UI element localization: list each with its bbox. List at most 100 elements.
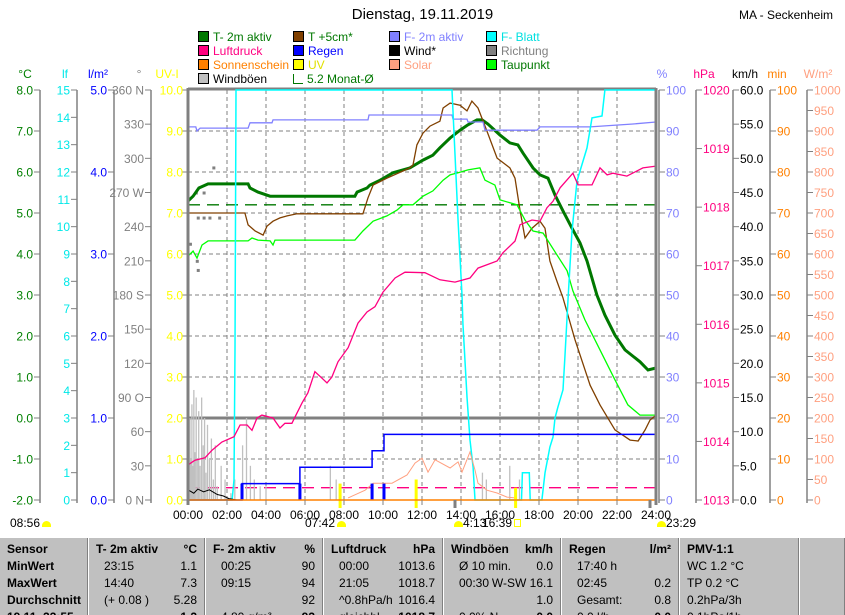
- axis-tick-label: 0.0: [90, 494, 107, 508]
- axis-tick-label: 6: [63, 330, 70, 344]
- axis-tick-label: 300: [124, 152, 144, 166]
- axis-tick-label: 7.0: [166, 207, 183, 221]
- axis-title-rain: l/m²: [88, 67, 108, 81]
- x-tick-label: 14:00: [446, 508, 476, 522]
- axis-tick-label: 4.0: [90, 166, 107, 180]
- axis-tick-label: 15.0: [740, 391, 764, 405]
- legend-swatch-icon: [389, 31, 400, 42]
- axis-tick-label: 20: [777, 412, 791, 426]
- axis-tick-label: 7: [63, 302, 70, 316]
- table-cell: MaxWert: [7, 576, 57, 590]
- axis-tick-label: 5.0: [740, 459, 757, 473]
- sun-moon-time: 16:39: [482, 516, 513, 530]
- legend-label: Regen: [308, 44, 344, 58]
- axis-tick-label: 1013: [703, 494, 730, 508]
- axis-tick-label: 270 W: [109, 186, 144, 200]
- table-cell: °C: [183, 542, 197, 556]
- axis-tick-label: 100: [777, 84, 797, 98]
- table-cell: 1.1: [180, 559, 197, 573]
- axis-title-lf: lf: [62, 67, 69, 81]
- axis-tick-label: 20: [666, 412, 680, 426]
- table-cell: Luftdruck: [331, 542, 387, 556]
- x-tick-label: 24:00: [641, 508, 671, 522]
- legend-swatch-icon: [198, 59, 209, 70]
- sun-moon-time: 07:42: [305, 516, 336, 530]
- table-cell: 0.0: [654, 609, 671, 615]
- table-cell: 0.0% N: [459, 609, 498, 615]
- rain-rate-bar: [382, 483, 386, 500]
- legend-label: Richtung: [501, 44, 549, 58]
- x-tick-label: 20:00: [563, 508, 593, 522]
- series-luftdruck: [187, 165, 657, 466]
- axis-tick-label: 6.0: [166, 248, 183, 262]
- table-cell: 7.3: [180, 576, 197, 590]
- axis-tick-label: -2.0: [12, 494, 33, 508]
- legend-item: Regen: [293, 44, 343, 58]
- axis-tick-label: 100: [814, 453, 834, 467]
- axis-tick-label: 1016: [703, 318, 730, 332]
- axis-tick-label: 4: [63, 384, 70, 398]
- table-column: Luftdruck hPa 00:00 1013.6 21:05 1018.7 ^0.8hP…: [323, 538, 444, 615]
- series-f-2m-aktiv: [188, 114, 657, 133]
- axis-tick-label: 240: [124, 220, 144, 234]
- x-tick-label: 06:00: [290, 508, 320, 522]
- table-cell: 1.0: [536, 593, 553, 607]
- table-cell: W-SW 16.1: [491, 576, 553, 590]
- axis-title-wm2: W/m²: [804, 67, 833, 81]
- axis-tick-label: 3.0: [16, 289, 33, 303]
- axis-tick-label: 40.0: [740, 220, 764, 234]
- axis-tick-label: 10.0: [160, 84, 184, 98]
- axis-tick-label: 450: [814, 309, 834, 323]
- axis-tick-label: 950: [814, 104, 834, 118]
- table-cell: 94: [301, 576, 315, 590]
- table-cell: 00:30: [459, 576, 490, 590]
- legend-swatch-icon: [198, 31, 209, 42]
- legend: T- 2m aktiv T +5cm* F- 2m aktiv F- Blatt Luf…: [198, 30, 598, 88]
- legend-item: Luftdruck: [198, 44, 262, 58]
- rain-rate-bar: [298, 483, 302, 500]
- legend-swatch-icon: [198, 45, 209, 56]
- table-cell: 02:45: [577, 576, 608, 590]
- axis-tick-label: 1.0: [16, 371, 33, 385]
- x-tick-label: 00:00: [173, 508, 203, 522]
- table-cell: 14:40: [104, 576, 135, 590]
- axis-tick-label: 12: [57, 166, 71, 180]
- axis-tick-label: 50: [777, 289, 791, 303]
- axis-tick-label: 60: [777, 248, 791, 262]
- axis-tick-label: 50.0: [740, 152, 764, 166]
- legend-item: F- 2m aktiv: [389, 30, 463, 44]
- table-column: F- 2m aktiv% 00:25 90 09:15 94 92 4.80 g/m³ 93: [205, 538, 324, 615]
- table-cell: 0.8: [654, 593, 671, 607]
- sun-moon-time: 08:56: [10, 516, 41, 530]
- moon-icon: [657, 521, 666, 527]
- axis-tick-label: 1020: [703, 84, 730, 98]
- table-cell: 23:15: [104, 559, 135, 573]
- axis-tick-label: 3.0: [166, 371, 183, 385]
- table-cell: %: [304, 542, 315, 556]
- table-cell: 0.0 l/h: [577, 609, 610, 615]
- legend-swatch-icon: [486, 45, 497, 56]
- axis-tick-label: 1019: [703, 142, 730, 156]
- table-column: PMV-1:1 WC 1.2 °C TP 0.2 °C 0.2hPa/3h 0.1hPa…: [679, 538, 800, 615]
- table-cell: l/m²: [649, 542, 671, 556]
- table-column-empty: [799, 538, 845, 615]
- axis-tick-label: 30: [131, 459, 145, 473]
- uv-mark: [414, 479, 418, 508]
- axis-tick-label: 8.0: [166, 166, 183, 180]
- table-cell: 0.0: [536, 609, 553, 615]
- table-cell: WC 1.2 °C: [687, 559, 744, 573]
- axis-tick-label: 20.0: [740, 357, 764, 371]
- axis-tick-label: 600: [814, 248, 834, 262]
- sun-moon-moonset: 08:56: [10, 516, 52, 530]
- table-cell: T- 2m aktiv: [96, 542, 159, 556]
- axis-tick-label: 2: [63, 439, 70, 453]
- series-solar: [347, 450, 516, 499]
- axis-tick-label: 9.0: [166, 125, 183, 139]
- x-tick-label: 08:00: [329, 508, 359, 522]
- axis-tick-label: 1000: [814, 84, 841, 98]
- table-cell: gleichbl.: [339, 609, 383, 615]
- axis-tick-label: 8.0: [16, 84, 33, 98]
- weather-chart: °C 8.0 7.0 6.0 5.0 4.0 3.0 2.0 1.0 0.0 -1.0 -2.0 lf 1…: [12, 67, 841, 522]
- axis-title-pct: %: [657, 67, 668, 81]
- axis-tick-label: 400: [814, 330, 834, 344]
